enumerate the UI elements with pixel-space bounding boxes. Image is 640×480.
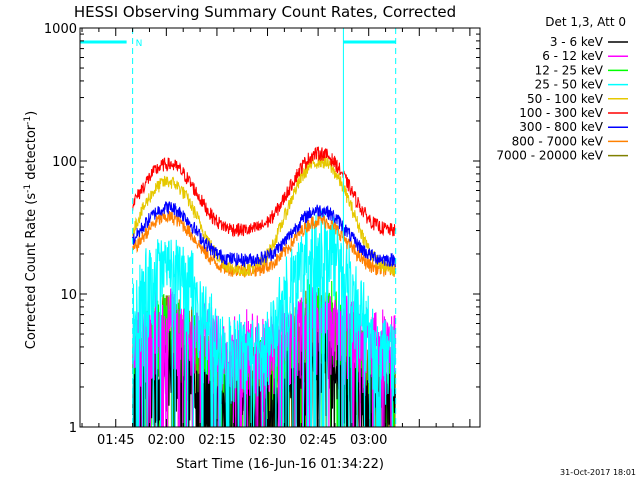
- legend-label: 800 - 7000 keV: [512, 134, 604, 148]
- night-label: N: [136, 39, 143, 49]
- y-tick-label: 10: [60, 288, 77, 303]
- x-tick-label: 01:45: [97, 433, 134, 448]
- series-line-100-300keV: [132, 146, 396, 238]
- x-axis-label: Start Time (16-Jun-16 01:34:22): [176, 457, 384, 472]
- legend-header: Det 1,3, Att 0: [545, 15, 626, 29]
- legend-label: 12 - 25 keV: [535, 63, 604, 77]
- y-tick-label: 100: [52, 155, 77, 170]
- legend-label: 3 - 6 keV: [550, 35, 604, 49]
- legend-label: 25 - 50 keV: [535, 78, 604, 92]
- legend-label: 300 - 800 keV: [519, 120, 603, 134]
- x-axis: 01:45 02:00 02:15 02:30 02:45 03:00: [81, 28, 471, 448]
- x-tick-label: 02:30: [249, 433, 286, 448]
- legend-label: 6 - 12 keV: [542, 49, 604, 63]
- plot-frame: [79, 27, 481, 428]
- y-tick-label: 1: [69, 421, 77, 436]
- series-line-50-100keV: [132, 154, 396, 277]
- x-tick-label: 02:15: [198, 433, 235, 448]
- y-axis-label: Corrected Count Rate (s-1 detector-1): [23, 111, 39, 349]
- legend-label: 100 - 300 keV: [519, 106, 603, 120]
- y-axis: 1 10 100 1000: [44, 22, 480, 436]
- x-tick-label: 02:00: [148, 433, 185, 448]
- y-tick-label: 1000: [44, 22, 77, 37]
- legend-label: 7000 - 20000 keV: [496, 149, 603, 163]
- legend-label: 50 - 100 keV: [527, 92, 604, 106]
- series-line-25-50keV: [132, 210, 396, 427]
- footer-timestamp: 31-Oct-2017 18:01: [560, 468, 636, 477]
- series-line-300-800keV: [132, 201, 396, 268]
- plot-area: N: [80, 28, 397, 427]
- chart-title: HESSI Observing Summary Count Rates, Cor…: [74, 3, 456, 21]
- x-tick-label: 02:45: [299, 433, 336, 448]
- x-tick-label: 03:00: [350, 433, 387, 448]
